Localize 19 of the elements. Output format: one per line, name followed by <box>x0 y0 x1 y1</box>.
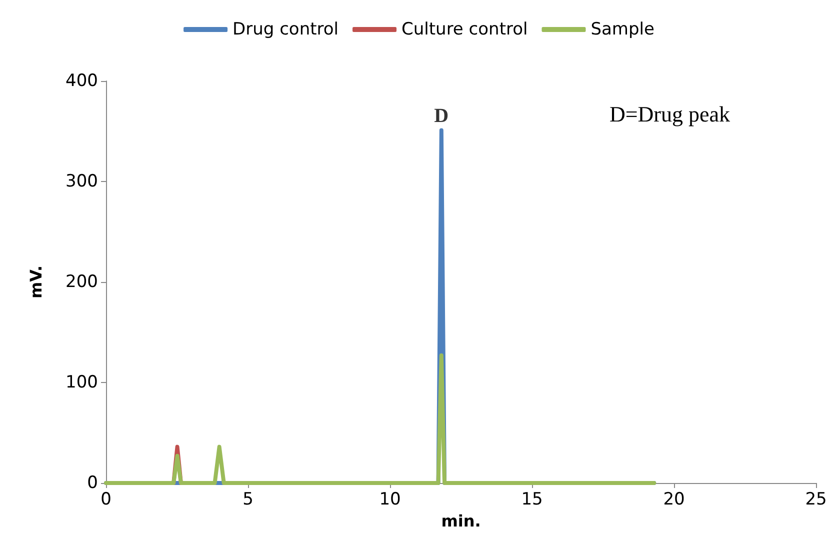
y-tick-label: 400 <box>66 71 98 91</box>
x-tick-label: 20 <box>663 490 685 510</box>
x-tick-label: 25 <box>805 490 827 510</box>
x-tick-label: 0 <box>100 490 112 510</box>
annotation: D=Drug peak <box>609 102 730 126</box>
x-tick-label: 15 <box>521 490 543 510</box>
legend-label: Culture control <box>402 20 528 40</box>
line-series <box>104 353 656 485</box>
x-axis-title: min. <box>441 511 481 530</box>
y-tick-label: 0 <box>87 473 98 493</box>
annotation: D <box>434 105 449 128</box>
y-tick-label: 200 <box>66 272 98 292</box>
legend-label: Sample <box>590 20 654 40</box>
x-tick-label: 10 <box>379 490 401 510</box>
legend-label: Drug control <box>232 20 339 40</box>
y-tick-label: 100 <box>66 372 98 392</box>
y-tick-label: 300 <box>66 172 98 192</box>
y-axis-title: mV. <box>26 265 46 299</box>
x-tick-label: 5 <box>242 490 254 510</box>
